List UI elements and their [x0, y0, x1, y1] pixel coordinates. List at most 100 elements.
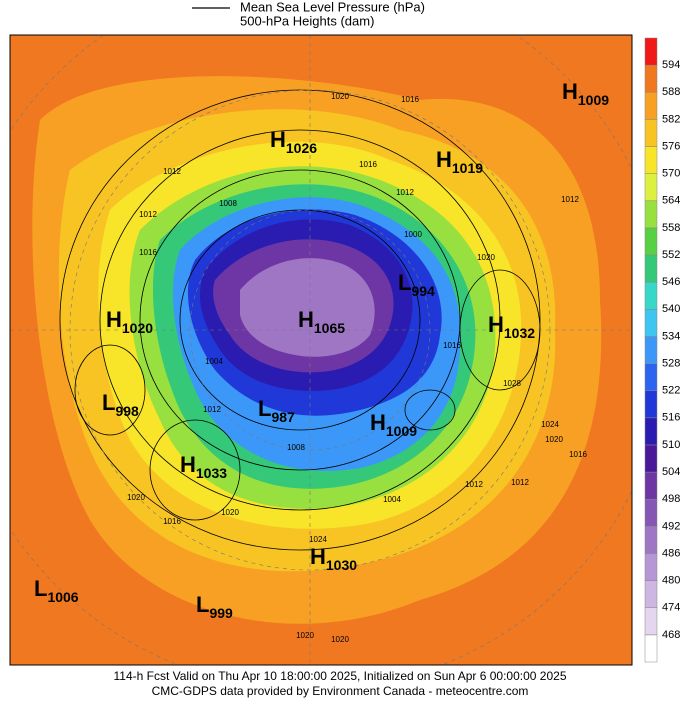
isobar-label: 1016	[359, 160, 377, 169]
isobar-label: 1016	[443, 341, 461, 350]
colorbar-label: 588	[662, 86, 680, 98]
center-kind: H	[488, 312, 504, 337]
colorbar-box	[644, 254, 658, 283]
isobar-label: 1012	[139, 210, 157, 219]
colorbar-box	[644, 37, 658, 66]
pressure-center: L987	[258, 396, 295, 425]
pressure-center: H1009	[370, 410, 417, 439]
pressure-center: H1026	[270, 127, 317, 156]
colorbar-label: 480	[662, 575, 680, 587]
pressure-center: L1006	[34, 576, 79, 605]
colorbar-label: 564	[662, 195, 680, 207]
pressure-center: H1032	[488, 312, 535, 341]
colorbar-box	[644, 471, 658, 500]
colorbar-box	[644, 553, 658, 581]
colorbar-label: 582	[662, 113, 680, 125]
isobar-label: 1016	[139, 248, 157, 257]
colorbar-box	[644, 200, 658, 229]
graticule	[10, 35, 632, 665]
footer-line: 114-h Fcst Valid on Thu Apr 10 18:00:00 …	[114, 669, 567, 683]
isobar-label: 1012	[511, 478, 529, 487]
colorbar-label: 474	[662, 602, 680, 614]
isobar-label: 1012	[561, 195, 579, 204]
colorbar-label: 570	[662, 168, 680, 180]
colorbar-box	[644, 607, 658, 636]
legend-fill-label: 500-hPa Heights (dam)	[240, 13, 374, 28]
colorbar-label: 510	[662, 439, 680, 451]
colorbar-box	[644, 64, 658, 93]
colorbar-label: 534	[662, 330, 680, 342]
colorbar-label: 486	[662, 547, 680, 559]
colorbar-box	[644, 119, 658, 147]
center-value: 999	[209, 605, 233, 621]
center-kind: H	[180, 452, 196, 477]
colorbar-box	[644, 444, 658, 473]
isobar-label: 1004	[205, 357, 223, 366]
center-value: 1019	[452, 160, 483, 176]
colorbar: 468 474 480 486 492 498 504 510 516 522 528 534 540 5…	[644, 37, 680, 663]
isobar-label: 1000	[404, 230, 422, 239]
isobar-label: 1008	[219, 199, 237, 208]
colorbar-box	[644, 309, 658, 337]
center-value: 1032	[504, 325, 535, 341]
center-kind: L	[34, 576, 47, 601]
isobar-label: 1004	[383, 495, 401, 504]
colorbar-label: 522	[662, 385, 680, 397]
isobar-label: 1020	[331, 92, 349, 101]
colorbar-box	[644, 390, 658, 419]
pressure-center: H1033	[180, 452, 227, 481]
isobar-label: 1012	[163, 167, 181, 176]
center-kind: H	[370, 410, 386, 435]
map-frame	[9, 34, 633, 666]
pressure-center: H1019	[436, 147, 483, 176]
colorbar-label: 594	[662, 59, 680, 71]
colorbar-box	[644, 498, 658, 527]
colorbar-box	[644, 227, 658, 256]
colorbar-label: 504	[662, 466, 680, 478]
isobar-label: 1020	[127, 493, 145, 502]
colorbar-label: 492	[662, 520, 680, 532]
colorbar-label: 576	[662, 140, 680, 152]
pressure-center: H1065	[298, 307, 345, 336]
pressure-center: H1030	[310, 544, 357, 573]
center-value: 998	[115, 403, 139, 419]
colorbar-label: 558	[662, 222, 680, 234]
isobar-label: 1020	[331, 635, 349, 644]
pressure-center: L999	[196, 592, 233, 621]
isobar-label: 1012	[465, 480, 483, 489]
pressure-center: L998	[102, 390, 139, 419]
center-value: 1026	[286, 140, 317, 156]
colorbar-label: 540	[662, 303, 680, 315]
pressure-center: H1009	[562, 79, 609, 108]
center-value: 1009	[578, 92, 609, 108]
center-kind: H	[298, 307, 314, 332]
center-kind: H	[562, 79, 578, 104]
isobar-label: 1016	[401, 95, 419, 104]
pressure-center: L994	[398, 270, 435, 299]
isobar-label: 1012	[203, 405, 221, 414]
center-value: 1030	[326, 557, 357, 573]
center-value: 994	[411, 283, 435, 299]
colorbar-label: 516	[662, 412, 680, 424]
colorbar-box	[644, 363, 658, 391]
isobar-label: 1008	[287, 443, 305, 452]
footer-line: CMC-GDPS data provided by Environment Ca…	[152, 684, 529, 698]
pressure-center: H1020	[106, 307, 153, 336]
center-kind: L	[258, 396, 271, 421]
colorbar-box	[644, 634, 658, 663]
isobar-label: 1020	[221, 508, 239, 517]
center-kind: H	[310, 544, 326, 569]
isobar-label: 1016	[163, 517, 181, 526]
colorbar-label: 498	[662, 493, 680, 505]
colorbar-box	[644, 580, 658, 608]
isobar-label: 1024	[309, 535, 327, 544]
center-kind: L	[102, 390, 115, 415]
colorbar-box	[644, 417, 658, 446]
isobar-label: 1020	[545, 435, 563, 444]
center-value: 1065	[314, 320, 345, 336]
colorbar-label: 546	[662, 276, 680, 288]
center-kind: H	[436, 147, 452, 172]
center-value: 1009	[386, 423, 417, 439]
